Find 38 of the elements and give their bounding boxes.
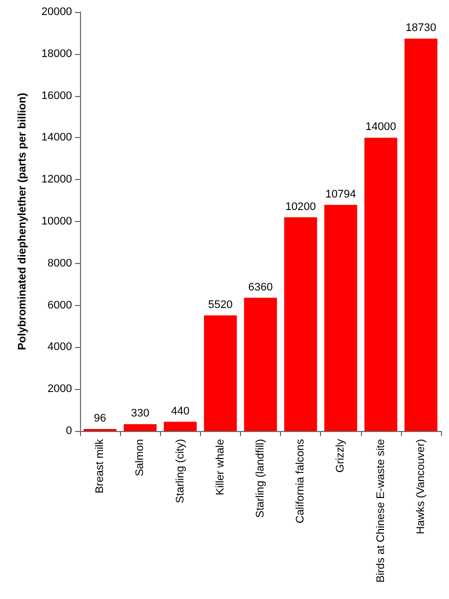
x-tick-label: Birds at Chinese E-waste site bbox=[374, 439, 387, 583]
data-label: 18730 bbox=[406, 22, 436, 34]
bar bbox=[404, 38, 438, 431]
bar bbox=[364, 138, 398, 431]
data-label: 10200 bbox=[285, 200, 316, 213]
y-tick-label: 2000 bbox=[48, 383, 72, 396]
x-tick-label: Hawks (Vancouver) bbox=[414, 439, 427, 534]
data-label: 6360 bbox=[248, 281, 273, 294]
x-tick-label: Salmon bbox=[134, 439, 146, 476]
y-tick-label: 18000 bbox=[41, 48, 72, 60]
x-tick-label: Starling (city) bbox=[174, 439, 186, 504]
y-tick-label: 10000 bbox=[41, 216, 72, 228]
x-tick-label: Starling (landfill) bbox=[254, 439, 266, 518]
bar bbox=[124, 424, 157, 431]
x-tick-label: Breast milk bbox=[94, 438, 106, 494]
bar bbox=[324, 204, 358, 431]
bar bbox=[284, 217, 318, 431]
data-label: 330 bbox=[130, 408, 150, 420]
data-label: 10794 bbox=[325, 188, 356, 200]
x-tick-label: California falcons bbox=[294, 438, 307, 524]
y-tick-label: 14000 bbox=[41, 132, 72, 144]
bar bbox=[164, 422, 197, 431]
y-tick-label: 6000 bbox=[48, 299, 72, 312]
y-tick-label: 20000 bbox=[41, 6, 72, 18]
y-tick-label: 16000 bbox=[41, 90, 72, 102]
data-label: 440 bbox=[171, 405, 190, 418]
x-tick-label: Grizzly bbox=[334, 438, 347, 473]
y-tick-label: 12000 bbox=[41, 174, 72, 186]
y-tick-label: 8000 bbox=[48, 257, 72, 270]
y-tick-label: 0 bbox=[66, 425, 72, 437]
x-tick-label: Killer whale bbox=[214, 439, 226, 496]
data-label: 14000 bbox=[366, 121, 396, 134]
data-label: 96 bbox=[94, 412, 106, 424]
y-tick-label: 4000 bbox=[48, 341, 72, 354]
data-label: 5520 bbox=[208, 298, 233, 311]
y-axis-title: Polybrominated diephenylether (parts per billion) bbox=[16, 92, 28, 350]
bar bbox=[244, 298, 277, 431]
bar bbox=[204, 315, 237, 431]
